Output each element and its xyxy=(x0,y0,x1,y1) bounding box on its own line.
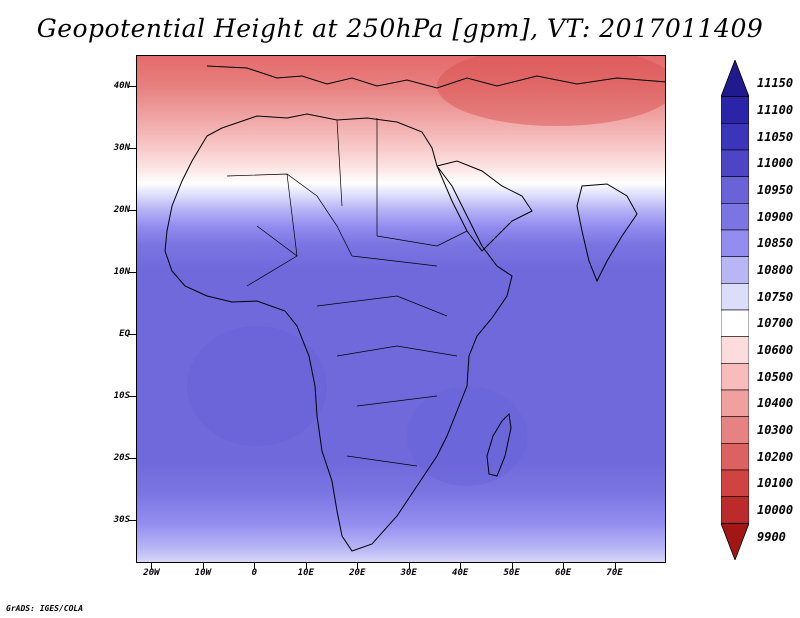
longitude-tick xyxy=(151,563,153,569)
colorbar-segment xyxy=(721,443,749,471)
longitude-label: 20W xyxy=(143,568,160,578)
latitude-tick xyxy=(128,457,136,459)
latitude-label: 40N xyxy=(113,80,130,91)
colorbar-segment xyxy=(721,123,749,151)
geopotential-field-map xyxy=(137,56,665,562)
map-title: Geopotential Height at 250hPa [gpm], VT:… xyxy=(36,14,764,43)
latitude-tick xyxy=(128,85,136,87)
colorbar-segment xyxy=(721,389,749,417)
latitude-tick xyxy=(128,333,136,335)
colorbar-level-label: 10800 xyxy=(757,263,794,277)
coastlines xyxy=(164,65,665,552)
longitude-tick xyxy=(408,563,410,569)
colorbar-segment xyxy=(721,96,749,124)
colorbar-segment xyxy=(721,469,749,497)
map-plot-area xyxy=(136,55,666,563)
colorbar-segment xyxy=(721,363,749,391)
longitude-label: 50E xyxy=(503,568,520,578)
colorbar-level-label: 10300 xyxy=(757,423,794,437)
colorbar-segment xyxy=(721,283,749,311)
longitude-label: 20E xyxy=(349,568,366,578)
colorbar-level-label: 10200 xyxy=(757,449,794,464)
longitude-tick xyxy=(511,563,513,569)
longitude-label: 40E xyxy=(452,568,469,578)
longitude-label: 30E xyxy=(400,568,417,578)
longitude-tick xyxy=(614,563,616,569)
longitude-tick xyxy=(254,563,256,569)
colorbar-level-label: 9900 xyxy=(757,529,786,544)
longitude-tick xyxy=(305,563,307,569)
europe-coastline xyxy=(206,65,665,89)
longitude-tick xyxy=(460,563,462,569)
latitude-label: 20N xyxy=(113,204,130,215)
colorbar-level-label: 11050 xyxy=(757,129,794,144)
colorbar-level-label: 11100 xyxy=(757,103,794,117)
latitude-label: 10N xyxy=(113,266,130,277)
colorbar-segment xyxy=(721,496,749,524)
colorbar-level-label: 11150 xyxy=(757,76,794,91)
colorbar-segment xyxy=(721,256,749,284)
colorbar-level-label: 10700 xyxy=(757,316,794,331)
latitude-label: 10S xyxy=(113,390,130,401)
africa-coastline xyxy=(164,113,513,552)
colorbar-level-label: 10000 xyxy=(757,503,794,517)
arabia-coastline xyxy=(436,160,533,252)
colorbar-level-label: 10500 xyxy=(757,369,794,384)
longitude-label: 60E xyxy=(554,568,572,578)
colorbar-bottom-arrow xyxy=(721,522,749,560)
colorbar-segment xyxy=(721,176,749,204)
longitude-tick xyxy=(357,563,359,569)
colorbar-level-label: 10850 xyxy=(757,236,794,251)
colorbar-segment xyxy=(721,229,749,257)
latitude-tick xyxy=(128,209,136,211)
field-blob xyxy=(407,386,527,486)
longitude-label: 0 xyxy=(251,568,258,578)
longitude-tick xyxy=(563,563,565,569)
field-blob xyxy=(187,326,327,446)
field-blob xyxy=(437,56,665,126)
field-background xyxy=(137,56,665,562)
latitude-label: 30S xyxy=(113,514,130,525)
colorbar-level-label: 10950 xyxy=(757,183,794,197)
longitude-label: 10E xyxy=(297,568,314,578)
colorbar-segment xyxy=(721,336,749,364)
latitude-tick xyxy=(128,395,136,397)
madagascar-coastline xyxy=(486,412,512,477)
colorbar-level-label: 10750 xyxy=(757,289,794,304)
colorbar-segment xyxy=(721,149,749,177)
latitude-label: 30N xyxy=(113,142,130,153)
grads-credit: GrADS: IGES/COLA xyxy=(6,604,84,613)
longitude-label: 70E xyxy=(606,568,623,578)
colorbar-segment xyxy=(721,203,749,231)
colorbar-level-label: 10100 xyxy=(757,476,794,491)
colorbar-level-label: 10600 xyxy=(757,343,794,357)
latitude-label: EQ xyxy=(119,328,130,339)
longitude-label: 10W xyxy=(194,568,212,578)
colorbar-segment xyxy=(721,309,749,337)
latitude-label: 20S xyxy=(113,452,130,463)
latitude-tick xyxy=(128,271,136,273)
colorbar-level-label: 10900 xyxy=(757,209,794,224)
india-coastline xyxy=(576,183,638,283)
colorbar-top-arrow xyxy=(721,60,749,98)
country-borders xyxy=(226,118,468,467)
colorbar-segment xyxy=(721,416,749,444)
colorbar-level-label: 11000 xyxy=(757,156,794,171)
colorbar xyxy=(721,60,749,560)
colorbar-level-label: 10400 xyxy=(757,396,794,411)
latitude-tick xyxy=(128,519,136,521)
latitude-tick xyxy=(128,147,136,149)
longitude-tick xyxy=(202,563,204,569)
